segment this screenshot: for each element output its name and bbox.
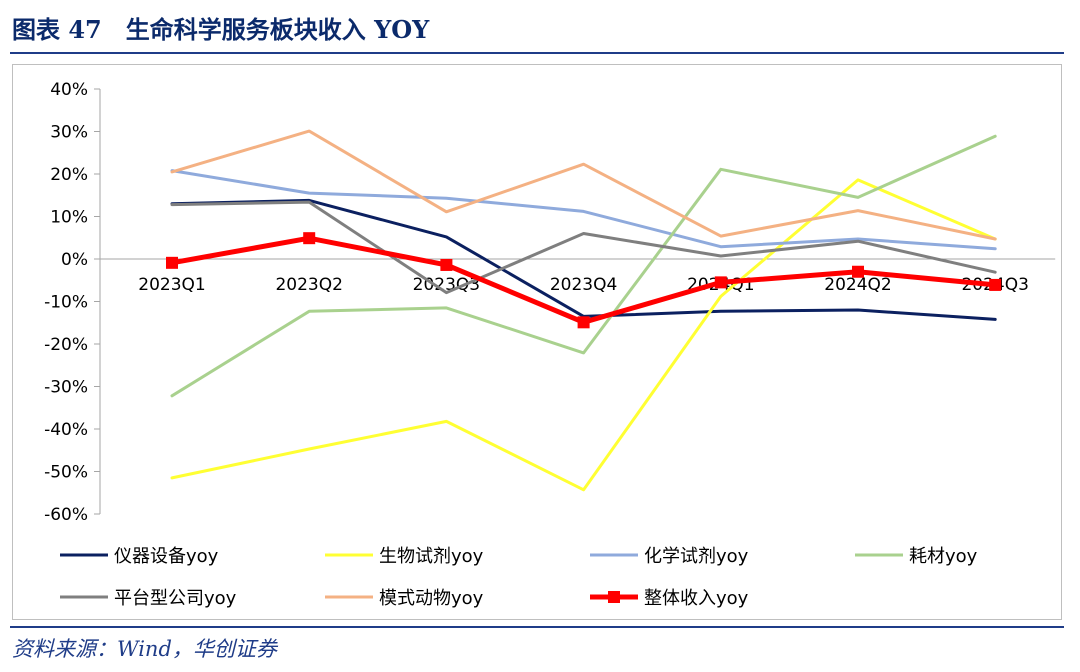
header-rule (10, 52, 1064, 54)
axes: 40% 30% 20% 10% 0% -10% -20% -30% -40% -50% -60% 20… (44, 80, 1056, 525)
legend-label: 平台型公司yoy (114, 588, 237, 609)
y-tick-label: 10% (50, 208, 88, 228)
legend-marker (608, 591, 620, 603)
y-tick-label: -40% (44, 420, 88, 440)
y-tick-label: -60% (44, 505, 88, 525)
legend-label: 生物试剂yoy (379, 546, 484, 567)
series-line-1 (170, 198, 997, 321)
y-tick-label: -30% (44, 378, 88, 398)
figure-title: 图表 47 生命科学服务板块收入 YOY (12, 15, 430, 44)
y-tick-label: 40% (50, 80, 88, 100)
footer-rule (10, 626, 1064, 628)
legend-entry: 生物试剂yoy (325, 546, 484, 567)
source-note: 资料来源：Wind，华创证券 (12, 637, 277, 661)
series-line-4 (170, 134, 997, 398)
legend-entry: 平台型公司yoy (60, 588, 237, 609)
legend-entry: 模式动物yoy (325, 588, 484, 609)
figure-header: 图表 47 生命科学服务板块收入 YOY (12, 10, 429, 50)
series-marker (852, 265, 864, 278)
legend-label: 耗材yoy (909, 546, 978, 567)
x-tick-label: 2023Q4 (550, 275, 617, 295)
series-marker (989, 278, 1002, 291)
chart-frame (12, 64, 1062, 620)
legend-entry: 化学试剂yoy (590, 546, 749, 567)
figure-footer: 资料来源：Wind，华创证券 (12, 632, 277, 666)
y-tick-label: -10% (44, 293, 88, 313)
legend-label: 整体收入yoy (644, 588, 749, 609)
series-line-6 (170, 129, 997, 241)
series-marker (577, 316, 590, 329)
x-tick-label: 2023Q1 (138, 275, 205, 295)
y-tick-label: 30% (50, 123, 88, 143)
series-marker (714, 276, 727, 289)
legend: 仪器设备yoy 生物试剂yoy 化学试剂yoy 耗材yoy 平台型公司yoy 模式动物yo… (60, 546, 978, 609)
x-tick-label: 2023Q2 (275, 275, 342, 295)
legend-label: 模式动物yoy (379, 588, 484, 609)
y-tick-label: 0% (61, 250, 88, 270)
series-marker (303, 232, 316, 245)
series-line-5 (170, 200, 997, 295)
y-tick-label: -50% (44, 463, 88, 483)
y-tick-label: 20% (50, 165, 88, 185)
series-lines (166, 129, 1002, 492)
legend-entry: 整体收入yoy (590, 588, 749, 609)
legend-label: 化学试剂yoy (644, 546, 749, 567)
legend-entry: 仪器设备yoy (60, 546, 219, 567)
series-line-3 (170, 169, 997, 251)
y-tick-label: -20% (44, 335, 88, 355)
series-marker (440, 258, 453, 271)
legend-entry: 耗材yoy (855, 546, 978, 567)
series-marker (166, 256, 178, 269)
x-tick-label: 2024Q2 (824, 275, 891, 295)
legend-label: 仪器设备yoy (114, 546, 219, 567)
series-line-2 (170, 178, 997, 492)
